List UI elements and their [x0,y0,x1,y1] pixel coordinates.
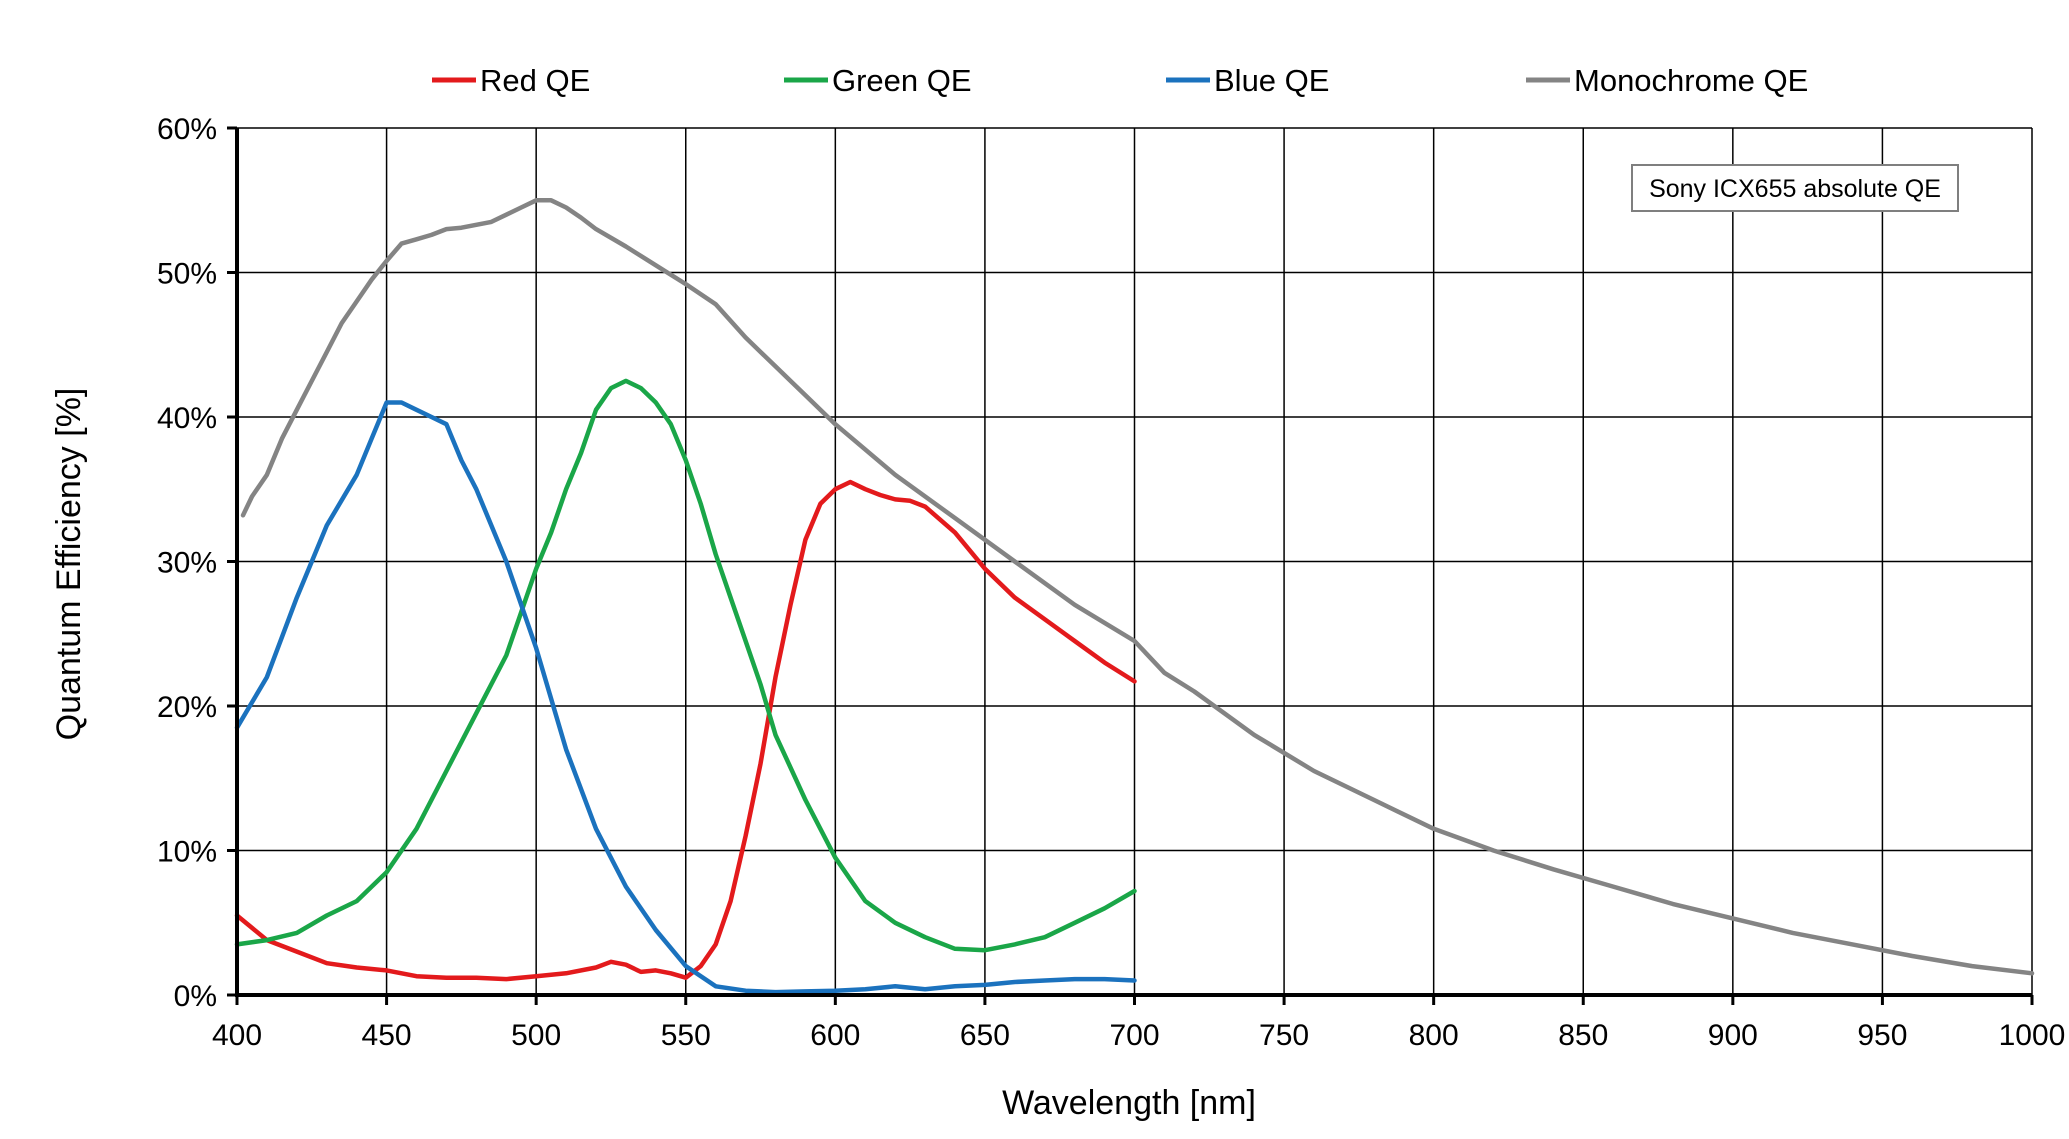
y-tick-label: 10% [157,836,217,869]
x-tick-label: 550 [661,1019,711,1052]
legend-label-0: Red QE [480,63,590,98]
x-tick-label: 500 [511,1019,561,1052]
x-tick-label: 450 [362,1019,412,1052]
y-tick-label: 50% [157,258,217,291]
y-tick-label: 20% [157,691,217,724]
y-tick-label: 0% [174,980,217,1013]
annotation-text: Sony ICX655 absolute QE [1649,175,1941,203]
legend-label-1: Green QE [832,63,972,98]
x-axis-label: Wavelength [nm] [1002,1084,1256,1122]
x-tick-label: 400 [212,1019,262,1052]
x-tick-label: 900 [1708,1019,1758,1052]
series-group [234,198,2035,995]
x-tick-label: 1000 [1999,1019,2066,1052]
legend: Red QE Green QE Blue QE Monochrome QE [432,63,1808,98]
grid [237,127,2033,995]
axes [227,126,2034,1005]
x-tick-label: 700 [1109,1019,1159,1052]
y-tick-label: 30% [157,547,217,580]
series-line-0 [234,479,1137,982]
y-tick-label: 60% [157,113,217,146]
x-tick-label: 600 [810,1019,860,1052]
x-tick-label: 950 [1857,1019,1907,1052]
tick-labels: 400 450 500 550 600 650 700 750 800 850 900 950 1000… [157,113,2065,1052]
x-tick-label: 800 [1409,1019,1459,1052]
x-tick-label: 750 [1259,1019,1309,1052]
legend-label-2: Blue QE [1214,63,1329,98]
series-line-2 [234,400,1137,995]
y-axis-label: Quantum Efficiency [%] [50,388,88,741]
series-line-1 [234,378,1137,953]
annotation-box: Sony ICX655 absolute QE [1631,164,1959,212]
series-line-3 [240,198,2035,976]
y-tick-label: 40% [157,402,217,435]
legend-label-3: Monochrome QE [1574,63,1808,98]
x-tick-label: 850 [1558,1019,1608,1052]
x-tick-label: 650 [960,1019,1010,1052]
